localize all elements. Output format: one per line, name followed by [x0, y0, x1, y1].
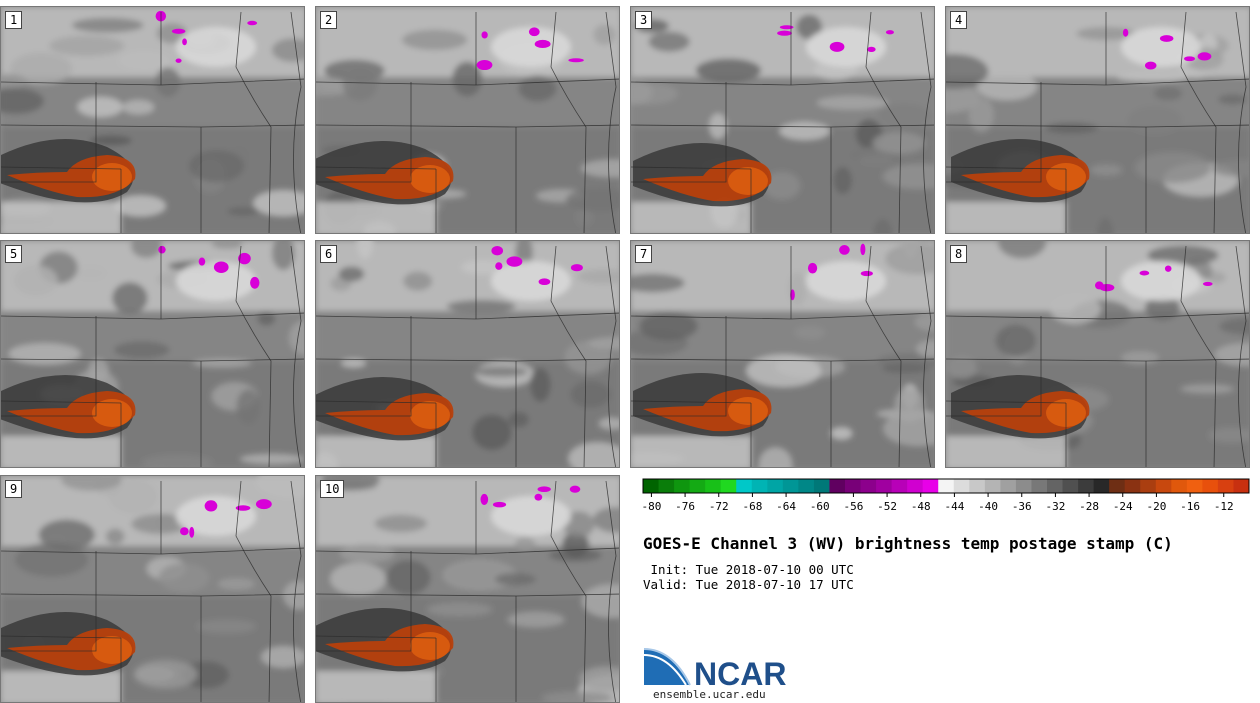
colorbar-swatch: [751, 479, 768, 493]
colorbar-tick-label: -36: [1012, 500, 1032, 513]
colorbar-tick-label: -24: [1113, 500, 1133, 513]
panel-number: 1: [5, 11, 23, 29]
panel-number: 4: [950, 11, 968, 29]
panel-number: 2: [320, 11, 338, 29]
colorbar-swatch: [658, 479, 675, 493]
panel-2: 2: [315, 6, 620, 234]
colorbar-swatch: [1015, 479, 1032, 493]
panel-number: 6: [320, 245, 338, 263]
panel-number: 10: [320, 480, 345, 498]
colorbar-tick-label: -48: [911, 500, 931, 513]
panel-number: 7: [635, 245, 653, 263]
colorbar-tick-label: -32: [1045, 500, 1065, 513]
panel-number: 9: [5, 480, 23, 498]
colorbar-tick-label: -44: [944, 500, 964, 513]
colorbar-swatch: [798, 479, 815, 493]
colorbar-swatch: [813, 479, 830, 493]
colorbar-swatch: [1047, 479, 1064, 493]
colorbar-swatch: [1031, 479, 1048, 493]
panel-10: 10: [315, 475, 620, 703]
colorbar-swatch: [1155, 479, 1172, 493]
panel-5: 5: [0, 240, 305, 468]
colorbar-swatch: [643, 479, 660, 493]
colorbar-tick-label: -40: [978, 500, 998, 513]
colorbar-frame: [642, 478, 1250, 494]
colorbar-swatch: [1171, 479, 1188, 493]
ncar-logo: NCAR: [642, 645, 792, 693]
panel-8: 8: [945, 240, 1250, 468]
colorbar-swatch: [969, 479, 986, 493]
colorbar-tick-label: -76: [675, 500, 695, 513]
panel-1: 1: [0, 6, 305, 234]
colorbar-swatch: [1124, 479, 1141, 493]
panel-3: 3: [630, 6, 935, 234]
colorbar-tick-label: -52: [877, 500, 897, 513]
colorbar-swatch: [938, 479, 955, 493]
colorbar-tick-label: -56: [843, 500, 863, 513]
site-url: ensemble.ucar.edu: [653, 688, 766, 701]
colorbar-tick-label: -72: [709, 500, 729, 513]
init-time: Init: Tue 2018-07-10 00 UTC: [643, 562, 854, 577]
colorbar-tick-label: -64: [776, 500, 796, 513]
ncar-logo-icon: NCAR: [643, 648, 786, 692]
panel-number: 3: [635, 11, 653, 29]
colorbar-swatch: [720, 479, 737, 493]
colorbar-tick-label: -80: [642, 500, 661, 513]
colorbar-swatch: [829, 479, 846, 493]
colorbar-tick-label: -28: [1079, 500, 1099, 513]
colorbar-tick-label: -16: [1180, 500, 1200, 513]
colorbar-swatch: [922, 479, 939, 493]
colorbar-swatch: [907, 479, 924, 493]
colorbar-swatch: [1109, 479, 1126, 493]
panel-number: 8: [950, 245, 968, 263]
colorbar-swatch: [1202, 479, 1219, 493]
panel-number: 5: [5, 245, 23, 263]
colorbar-swatch: [689, 479, 706, 493]
colorbar-swatch: [1140, 479, 1157, 493]
panel-6: 6: [315, 240, 620, 468]
colorbar-swatch: [1000, 479, 1017, 493]
panel-9: 9: [0, 475, 305, 703]
colorbar-swatch: [984, 479, 1001, 493]
panel-4: 4: [945, 6, 1250, 234]
colorbar-swatch: [1233, 479, 1250, 493]
colorbar-tick-label: -68: [742, 500, 762, 513]
colorbar-swatch: [876, 479, 893, 493]
colorbar: -80 -76 -72 -68 -64 -60 -56 -52 -48 -44 -40 -36 -32 -…: [642, 478, 1250, 513]
colorbar-swatch: [1186, 479, 1203, 493]
colorbar-swatch: [845, 479, 862, 493]
colorbar-swatch: [860, 479, 877, 493]
colorbar-tick-label: -20: [1146, 500, 1166, 513]
colorbar-swatch: [736, 479, 753, 493]
ncar-logo-text: NCAR: [694, 656, 786, 689]
colorbar-swatch: [782, 479, 799, 493]
colorbar-swatch: [953, 479, 970, 493]
colorbar-swatch: [1217, 479, 1234, 493]
colorbar-swatch: [767, 479, 784, 493]
colorbar-swatch: [1062, 479, 1079, 493]
colorbar-tick-label: -60: [810, 500, 830, 513]
panel-7: 7: [630, 240, 935, 468]
valid-time: Valid: Tue 2018-07-10 17 UTC: [643, 577, 854, 592]
colorbar-swatch: [1078, 479, 1095, 493]
colorbar-tick-label: -12: [1214, 500, 1234, 513]
colorbar-swatch: [674, 479, 691, 493]
colorbar-swatch: [891, 479, 908, 493]
chart-title: GOES-E Channel 3 (WV) brightness temp po…: [643, 534, 1173, 553]
colorbar-swatch: [1093, 479, 1110, 493]
colorbar-swatch: [705, 479, 722, 493]
